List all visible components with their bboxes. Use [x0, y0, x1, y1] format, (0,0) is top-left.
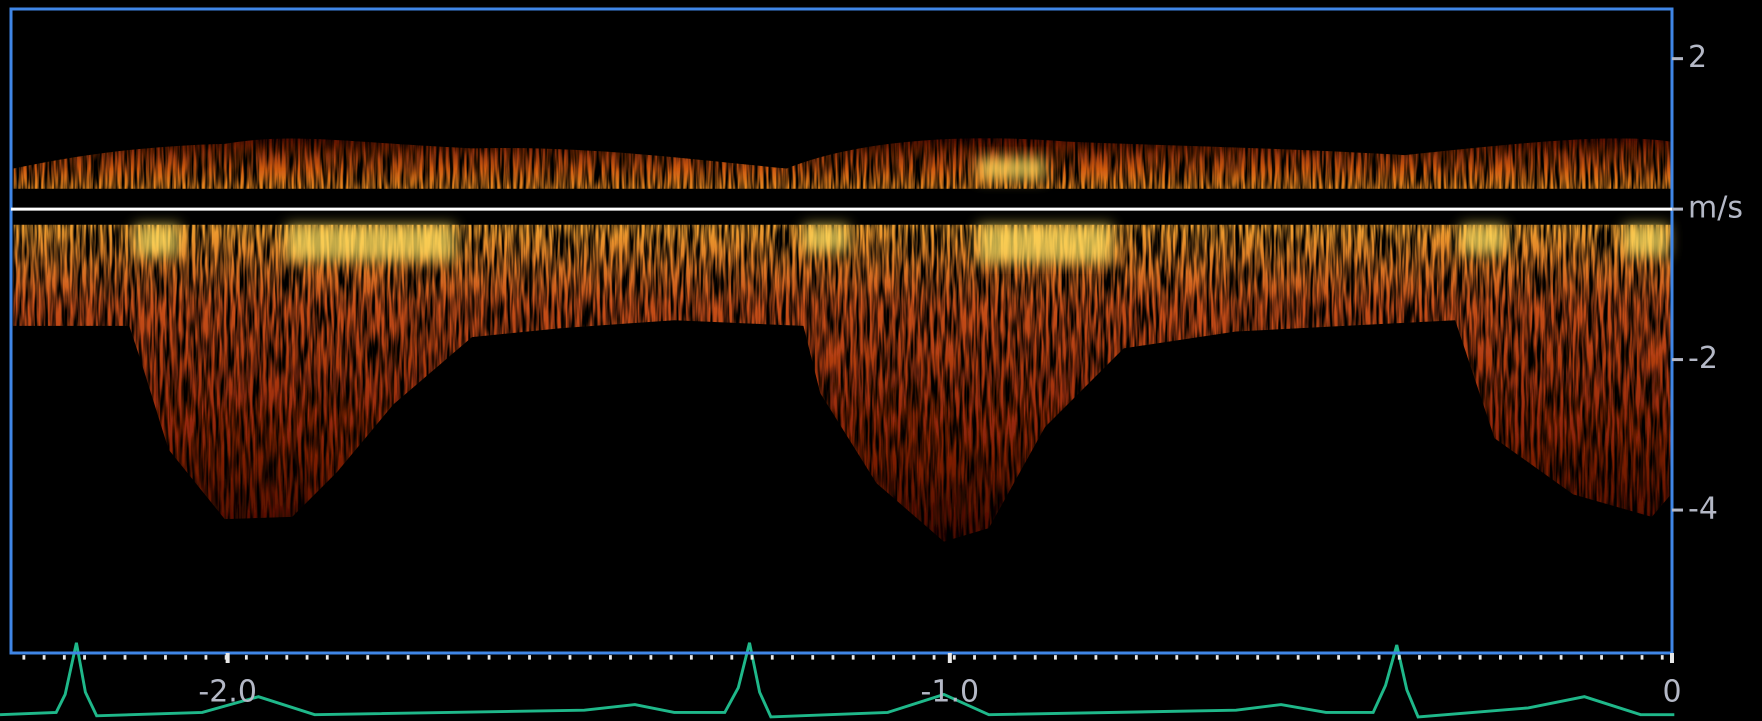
doppler-display: 2 m/s -2 -4 -2.0 -1.0 0	[0, 0, 1762, 721]
y-tick-label: -2	[1688, 341, 1718, 376]
x-tick-label: 0	[1662, 675, 1681, 710]
y-tick-label: 2	[1688, 40, 1707, 75]
x-tick-label: -1.0	[921, 675, 980, 710]
x-tick-label: -2.0	[198, 675, 257, 710]
y-tick-label: -4	[1688, 492, 1718, 527]
spectrum	[0, 138, 1674, 717]
y-tick-label: m/s	[1688, 191, 1743, 226]
